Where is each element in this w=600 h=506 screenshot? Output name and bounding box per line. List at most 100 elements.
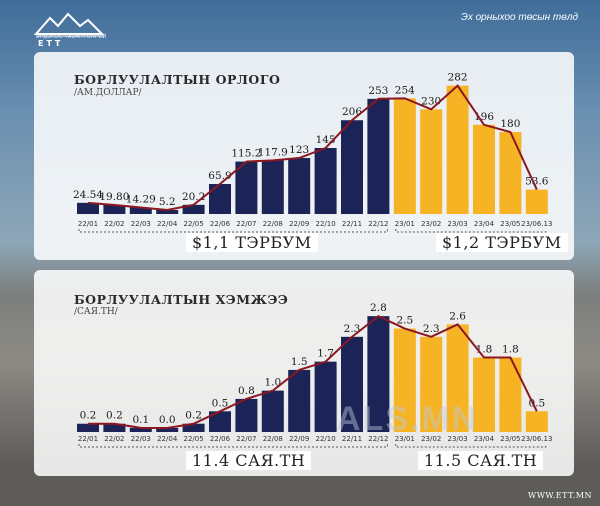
revenue-value-label: 254: [395, 84, 415, 96]
revenue-value-label: 206: [342, 106, 362, 118]
volume-trend-line: [88, 314, 538, 430]
revenue-value-label: 53.6: [525, 176, 549, 188]
revenue-bar-22/11: [341, 120, 363, 214]
volume-value-label: 0.2: [185, 410, 202, 422]
volume-value-label: 0.0: [159, 414, 176, 426]
volume-category-label: 23/04: [474, 435, 495, 443]
volume-total-2022: 11.4 САЯ.ТН: [186, 451, 312, 470]
volume-bar-22/05: [182, 423, 205, 432]
volume-category-label: 22/11: [342, 435, 362, 443]
volume-value-label: 0.1: [132, 414, 149, 426]
revenue-category-label: 22/05: [184, 220, 204, 228]
revenue-bar-22/09: [288, 158, 311, 214]
revenue-category-label: 22/07: [236, 220, 256, 228]
revenue-category-label: 23/02: [421, 220, 441, 228]
volume-bar-23/02: [420, 336, 443, 432]
volume-bar-22/03: [129, 427, 152, 432]
volume-category-label: 22/12: [368, 435, 388, 443]
volume-chart-unit: /САЯ.ТН/: [74, 307, 118, 317]
volume-category-label: 22/08: [263, 435, 283, 443]
revenue-category-label: 22/03: [131, 220, 151, 228]
revenue-value-label: 282: [448, 72, 468, 84]
volume-category-label: 22/09: [289, 435, 309, 443]
website-footer: WWW.ETT.MN: [527, 491, 592, 500]
revenue-value-label: 253: [368, 85, 388, 97]
revenue-bar-23/06.13: [525, 189, 548, 214]
volume-bar-23/06.13: [525, 411, 548, 432]
volume-value-label: 0.8: [238, 385, 255, 397]
revenue-category-label: 22/04: [157, 220, 178, 228]
volume-value-label: 2.3: [423, 323, 440, 335]
volume-value-label: 1.7: [317, 348, 334, 360]
volume-bar-23/03: [446, 324, 469, 432]
volume-value-label: 1.0: [264, 377, 281, 389]
logo-caption: ЭРДЭНЭС ТАВАНТОЛГОЙ: [36, 34, 107, 40]
revenue-value-label: 24.54: [73, 189, 103, 201]
revenue-bar-22/08: [261, 160, 284, 214]
volume-bar-22/09: [288, 369, 311, 432]
revenue-bar-22/03: [129, 207, 152, 214]
revenue-value-label: 19.80: [99, 191, 129, 203]
logo-word: ЕТТ: [38, 39, 64, 48]
revenue-category-label: 23/04: [474, 220, 495, 228]
volume-category-label: 23/06.13: [521, 435, 552, 443]
revenue-period-bracket-0: [78, 229, 388, 233]
revenue-bar-22/12: [367, 98, 390, 214]
source-note: Эх орныхоо төсын төлд: [460, 12, 578, 23]
background-road: [0, 470, 600, 506]
revenue-category-label: 22/01: [78, 220, 98, 228]
volume-category-label: 22/07: [236, 435, 256, 443]
volume-category-label: 23/03: [448, 435, 468, 443]
revenue-category-label: 22/12: [368, 220, 388, 228]
revenue-chart-unit: /АМ.ДОЛЛАР/: [74, 88, 142, 98]
volume-period-bracket-1: [395, 444, 547, 448]
volume-value-label: 2.3: [344, 323, 361, 335]
revenue-category-label: 22/10: [316, 220, 336, 228]
revenue-category-label: 22/08: [263, 220, 283, 228]
volume-chart-title: БОРЛУУЛАЛТЫН ХЭМЖЭЭ: [74, 292, 289, 307]
revenue-value-label: 20.2: [182, 191, 205, 203]
volume-value-label: 2.6: [449, 310, 466, 322]
revenue-category-label: 22/02: [104, 220, 124, 228]
volume-period-bracket-0: [78, 444, 388, 448]
revenue-bar-22/10: [314, 148, 337, 214]
volume-bar-22/11: [341, 336, 363, 432]
revenue-value-label: 5.2: [159, 196, 176, 208]
volume-bar-22/12: [367, 316, 390, 432]
revenue-bar-23/01: [393, 98, 416, 214]
volume-category-label: 23/05: [500, 435, 520, 443]
volume-bar-22/02: [103, 423, 126, 432]
volume-total-2023: 11.5 САЯ.ТН: [418, 451, 544, 470]
volume-category-label: 22/05: [184, 435, 204, 443]
revenue-bar-23/04: [473, 124, 495, 214]
revenue-value-label: 14.29: [126, 193, 156, 205]
revenue-value-label: 117.9: [258, 146, 288, 158]
revenue-bar-22/07: [235, 161, 258, 214]
revenue-value-label: 196: [474, 111, 494, 123]
revenue-value-label: 180: [500, 118, 520, 130]
volume-bar-23/04: [473, 357, 495, 432]
revenue-bar-22/05: [182, 204, 205, 214]
revenue-value-label: 115.2: [231, 148, 261, 160]
volume-bar-22/07: [235, 398, 258, 432]
revenue-category-label: 23/06.13: [521, 220, 552, 228]
volume-value-label: 2.5: [396, 315, 413, 327]
volume-bar-22/04: [156, 428, 179, 432]
revenue-bar-23/02: [420, 109, 443, 214]
volume-value-label: 0.5: [528, 397, 545, 409]
volume-value-label: 1.8: [502, 344, 519, 356]
volume-category-label: 22/01: [78, 435, 98, 443]
revenue-period-bracket-1: [395, 229, 547, 233]
revenue-category-label: 23/05: [500, 220, 520, 228]
volume-bar-23/05: [499, 357, 522, 432]
revenue-category-label: 23/03: [448, 220, 468, 228]
revenue-bar-22/01: [77, 202, 99, 214]
revenue-category-label: 22/06: [210, 220, 231, 228]
volume-category-label: 22/10: [316, 435, 336, 443]
revenue-total-2023: $1,2 ТЭРБУМ: [436, 233, 568, 252]
volume-value-label: 2.8: [370, 302, 387, 314]
revenue-category-label: 23/01: [395, 220, 415, 228]
logo-mountains-icon: [34, 12, 105, 37]
volume-bar-22/01: [77, 423, 99, 432]
